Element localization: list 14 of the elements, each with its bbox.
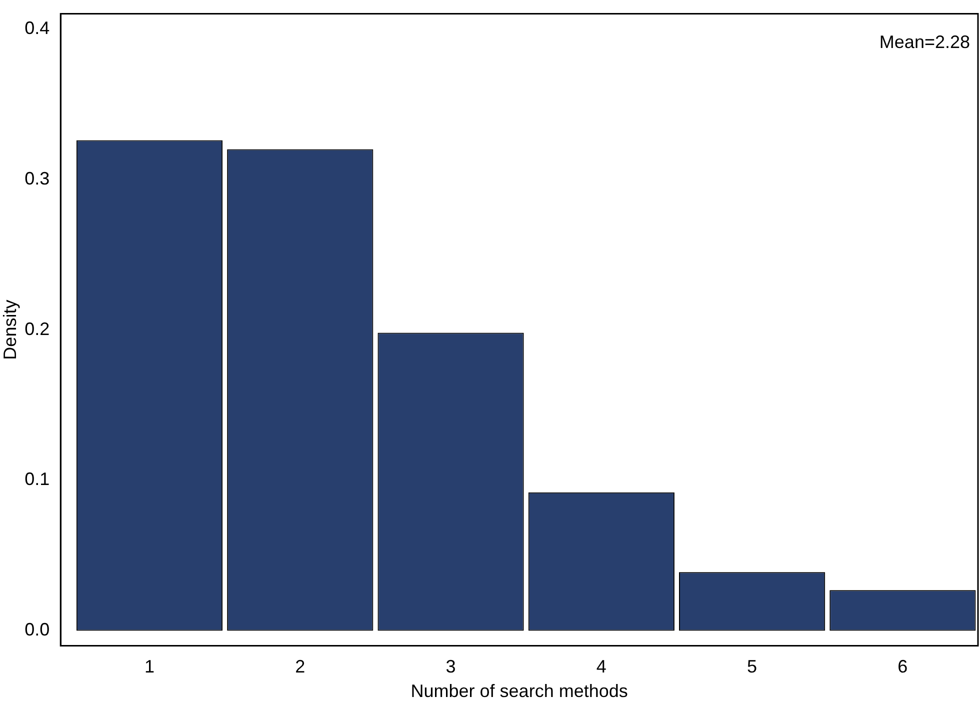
y-tick-label: 0.4 xyxy=(24,18,50,38)
y-tick-label: 0.3 xyxy=(24,168,50,188)
x-tick-label: 1 xyxy=(144,656,155,677)
x-tick-label: 3 xyxy=(446,656,456,677)
y-tick-label: 0.0 xyxy=(24,620,50,640)
y-tick-label: 0.1 xyxy=(24,469,50,490)
x-tick-label: 6 xyxy=(898,656,908,677)
x-axis-title: Number of search methods xyxy=(410,681,628,702)
y-axis-title: Density xyxy=(0,300,20,360)
x-tick-label: 2 xyxy=(295,656,306,677)
x-tick-label: 5 xyxy=(747,656,758,677)
y-tick-label: 0.2 xyxy=(24,318,50,339)
annotation: Mean=2.28 xyxy=(879,32,970,52)
x-tick-label: 4 xyxy=(596,656,606,677)
